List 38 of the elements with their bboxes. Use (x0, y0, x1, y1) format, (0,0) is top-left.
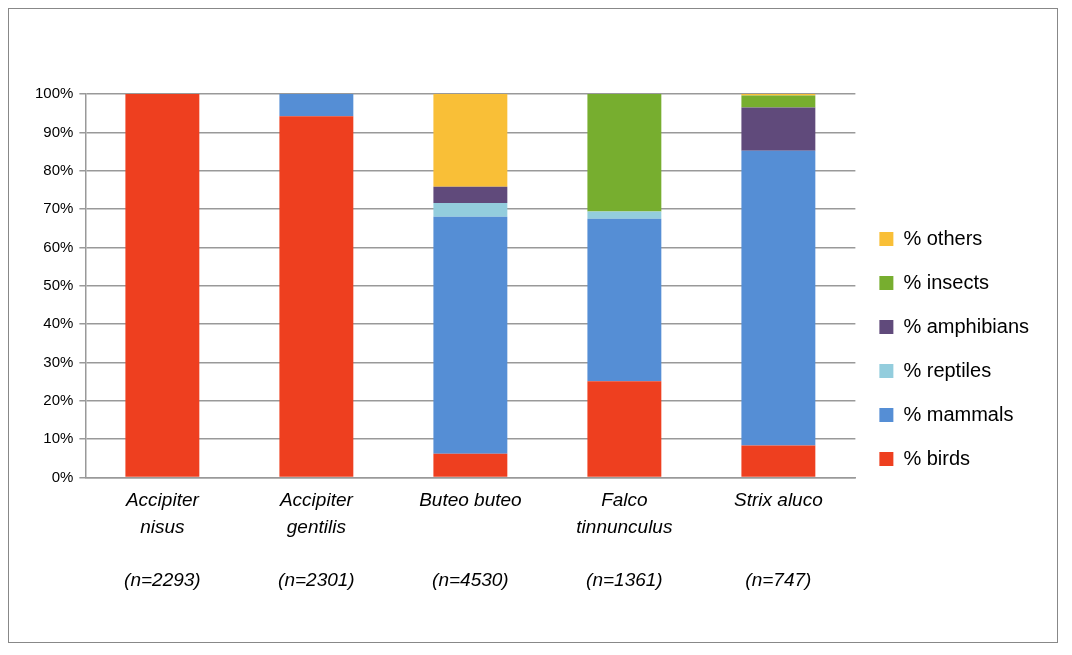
bar (587, 218, 662, 382)
y-tick-label: 100% (34, 84, 74, 102)
y-tick-label: 30% (43, 352, 74, 370)
legend-label: % insects (903, 270, 989, 293)
legend-label: % birds (903, 446, 971, 469)
bar (433, 94, 508, 187)
bar (433, 202, 508, 217)
bar (741, 445, 816, 477)
bar (587, 381, 662, 477)
bar (741, 150, 816, 446)
y-tick-label: 70% (43, 199, 74, 217)
legend-label: % others (903, 226, 983, 249)
bar (279, 94, 354, 117)
y-tick-label: 90% (43, 122, 74, 140)
category-label: Buteo buteo (n=4530) (419, 489, 522, 590)
bar (741, 95, 816, 108)
y-tick-label: 50% (43, 275, 74, 293)
y-tick-label: 40% (43, 314, 74, 332)
legend-label: % mammals (903, 402, 1014, 425)
bar (587, 211, 662, 219)
y-tick-label: 20% (43, 391, 74, 409)
category-label: Accipiter nisus (n=2293) (124, 489, 201, 590)
category-label: Accipiter gentilis (n=2301) (278, 489, 355, 590)
bar (433, 186, 508, 203)
bar (433, 453, 508, 477)
y-tick-label: 10% (43, 429, 74, 447)
y-tick-label: 0% (51, 467, 74, 485)
legend-label: % reptiles (903, 358, 992, 381)
bar (587, 94, 662, 212)
bar (279, 116, 354, 477)
bar (125, 94, 200, 477)
legend-label: % amphibians (903, 314, 1029, 337)
y-tick-label: 60% (43, 237, 74, 255)
category-label: Falco tinnunculus (n=1361) (576, 489, 673, 590)
y-tick-label: 80% (43, 160, 74, 178)
category-label: Strix aluco (n=747) (734, 489, 823, 590)
bar (433, 216, 508, 454)
bar (741, 107, 816, 151)
